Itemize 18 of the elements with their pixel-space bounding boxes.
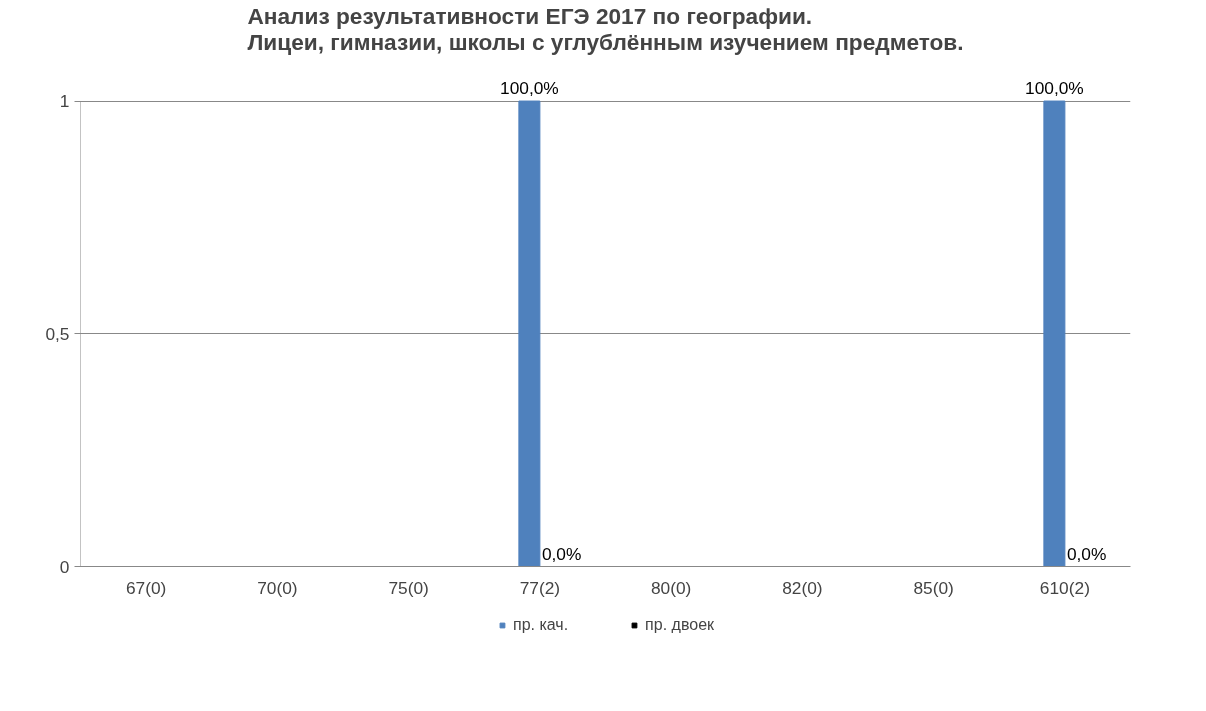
data-label: 100,0% [1024,78,1084,99]
data-label: 100,0% [499,78,559,99]
x-tick-label: 75(0) [388,577,429,598]
legend-label: пр. кач. [512,616,569,634]
x-tick-label: 70(0) [257,577,298,598]
y-tick-label: 0 [59,556,70,577]
x-tick-label: 85(0) [913,577,954,598]
data-label: 0,0% [541,543,582,564]
y-tick-label: 0,5 [45,323,70,344]
legend-label: пр. двоек [645,616,715,634]
y-tick-label: 1 [59,91,70,112]
x-tick-label: 77(2) [519,577,561,598]
x-tick-label: 610(2) [1039,577,1090,598]
data-label: 0,0% [1066,543,1107,564]
chart-title: Анализ результативности ЕГЭ 2017 по географии. Лицеи, гимназии, школы с углублённым изучением предметов. [247,2,964,55]
x-tick-label: 82(0) [782,577,823,598]
x-tick-label: 80(0) [650,577,692,598]
x-tick-label: 67(0) [125,577,167,598]
